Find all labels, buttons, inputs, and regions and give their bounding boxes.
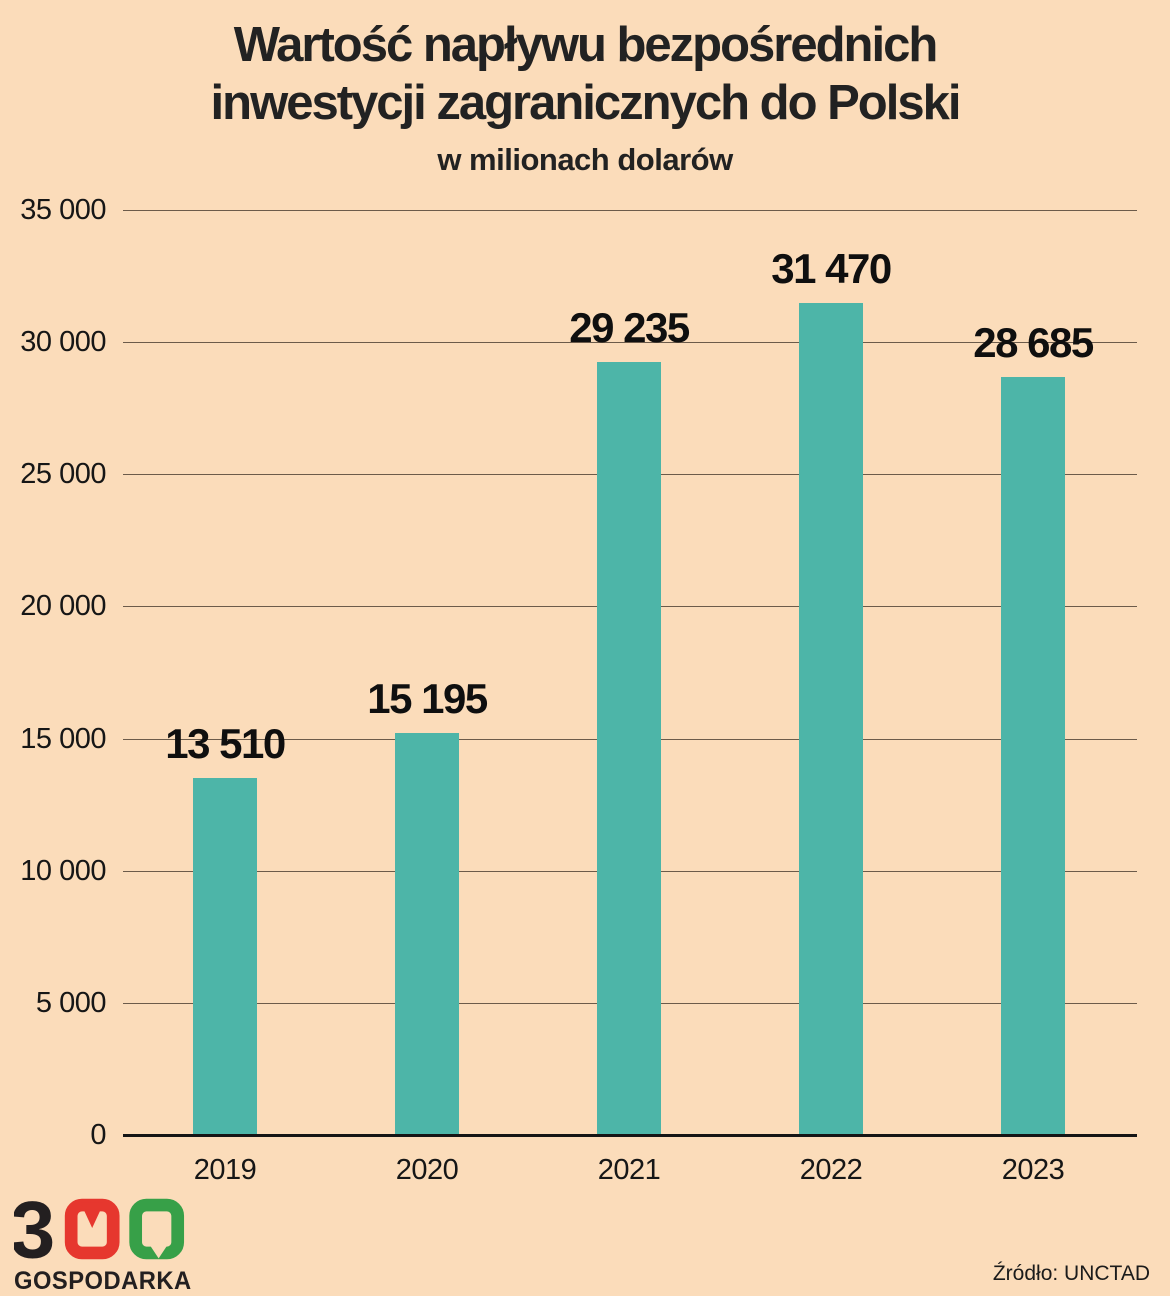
y-tick-label-5000: 5 000	[35, 986, 107, 1019]
y-tick-label-20000: 20 000	[20, 590, 106, 623]
grid-line-35000	[123, 210, 1137, 211]
y-tick-label-0: 0	[90, 1119, 106, 1151]
y-axis-labels: 35 000 30 000 25 000 20 000 15 000 10 000 5 00…	[0, 194, 107, 1151]
bar-2023	[1001, 377, 1065, 1135]
logo-wordmark: GOSPODARKA	[14, 1267, 192, 1295]
y-tick-label-25000: 25 000	[20, 458, 106, 491]
chart-title-line1: Wartość napływu bezpośrednich	[233, 18, 939, 72]
chart-title-line2: inwestycji zagranicznych do Polski	[210, 76, 962, 130]
x-axis-labels: 2019 2020 2021 2022 2023	[0, 1154, 1170, 1194]
bar-2022	[799, 303, 863, 1135]
chart-subtitle: w milionach dolarów	[437, 142, 733, 177]
grid-line-30000	[123, 342, 1137, 344]
bars-layer: 13 510 15 195 29 235 31 470 28 685	[123, 210, 1137, 1135]
bar-2019	[193, 778, 257, 1135]
x-tick-label-2019: 2019	[193, 1154, 257, 1186]
x-tick-label-2022: 2022	[799, 1154, 863, 1186]
x-tick-label-2020: 2020	[395, 1154, 459, 1186]
x-tick-label-2023: 2023	[1001, 1154, 1065, 1186]
bar-value-label-2022: 31 470	[771, 245, 892, 292]
bar-value-label-2020: 15 195	[367, 675, 488, 722]
gospodarka-logo: 3 GOSPODARKA	[10, 1185, 204, 1296]
bar-2021	[597, 362, 661, 1135]
bar-value-label-2021: 29 235	[569, 304, 690, 351]
y-tick-label-30000: 30 000	[20, 326, 106, 359]
plot-area: 13 510 15 195 29 235 31 470 28 685	[123, 210, 1137, 1137]
bar-2020	[395, 733, 459, 1135]
logo-red-o-notch-icon	[80, 1202, 104, 1229]
y-tick-label-10000: 10 000	[20, 854, 106, 887]
x-tick-label-2021: 2021	[597, 1154, 661, 1186]
title-block: Wartość napływu bezpośrednich inwestycji…	[0, 16, 1170, 178]
bar-value-label-2019: 13 510	[165, 720, 286, 767]
y-tick-label-15000: 15 000	[20, 722, 106, 755]
y-tick-label-35000: 35 000	[20, 194, 106, 226]
x-axis-line	[123, 1134, 1137, 1137]
bar-value-label-2023: 28 685	[973, 319, 1094, 366]
logo-digit-3: 3	[14, 1198, 53, 1260]
logo-green-o-notch-icon	[148, 1243, 169, 1259]
logo-300-icon: 3	[10, 1185, 185, 1275]
source-caption: Źródło: UNCTAD	[992, 1262, 1150, 1285]
